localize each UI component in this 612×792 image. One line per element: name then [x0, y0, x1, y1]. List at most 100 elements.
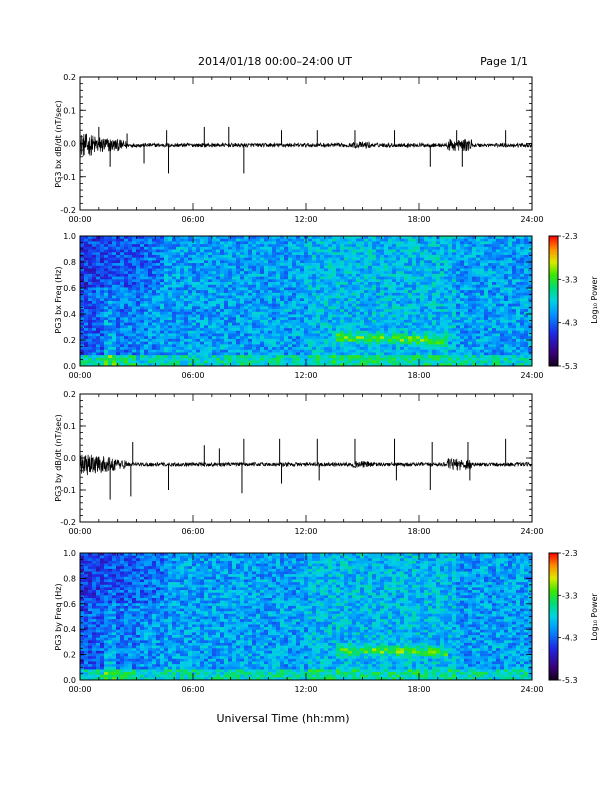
spectrogram-cell	[436, 325, 441, 329]
spectrogram-cell	[344, 257, 349, 261]
spectrogram-cell	[84, 352, 89, 356]
spectrogram-cell	[220, 246, 225, 250]
spectrogram-cell	[356, 355, 361, 359]
spectrogram-cell	[412, 282, 417, 286]
spectrogram-cell	[456, 317, 461, 321]
spectrogram-cell	[160, 319, 165, 323]
spectrogram-cell	[120, 271, 125, 275]
spectrogram-cell	[464, 360, 469, 364]
spectrogram-cell	[88, 246, 93, 250]
spectrogram-cell	[164, 344, 169, 348]
spectrogram-cell	[284, 347, 289, 351]
spectrogram-cell	[444, 257, 449, 261]
spectrogram-cell	[112, 295, 117, 299]
spectrogram-cell	[240, 287, 245, 291]
spectrogram-cell	[408, 284, 413, 288]
spectrogram-cell	[388, 276, 393, 280]
spectrogram-cell	[324, 287, 329, 291]
spectrogram-cell	[232, 352, 237, 356]
spectrogram-cell	[420, 314, 425, 318]
spectrogram-cell	[212, 325, 217, 329]
spectrogram-cell	[440, 338, 445, 342]
spectrogram-cell	[168, 317, 173, 321]
spectrogram-cell	[120, 290, 125, 294]
spectrogram-cell	[308, 355, 313, 359]
spectrogram-cell	[476, 290, 481, 294]
spectrogram-cell	[176, 282, 181, 286]
spectrogram-cell	[84, 276, 89, 280]
spectrogram-cell	[164, 252, 169, 256]
spectrogram-cell	[252, 349, 257, 353]
spectrogram-cell	[412, 301, 417, 305]
spectrogram-cell	[176, 287, 181, 291]
spectrogram-cell	[292, 314, 297, 318]
spectrogram-cell	[456, 355, 461, 359]
spectrogram-cell	[476, 301, 481, 305]
spectrogram-cell	[124, 263, 129, 267]
spectrogram-cell	[272, 241, 277, 245]
spectrogram-cell	[160, 317, 165, 321]
spectrogram-cell	[140, 236, 145, 240]
spectrogram-cell	[304, 254, 309, 258]
spectrogram-cell	[360, 344, 365, 348]
spectrogram-cell	[240, 363, 245, 367]
spectrogram-cell	[212, 347, 217, 351]
spectrogram-cell	[104, 325, 109, 329]
spectrogram-cell	[448, 254, 453, 258]
spectrogram-cell	[148, 246, 153, 250]
spectrogram-cell	[100, 236, 105, 240]
spectrogram-cell	[268, 295, 273, 299]
spectrogram-cell	[356, 349, 361, 353]
spectrogram-cell	[264, 273, 269, 277]
spectrogram-cell	[464, 292, 469, 296]
spectrogram-cell	[204, 290, 209, 294]
spectrogram-cell	[376, 352, 381, 356]
spectrogram-cell	[480, 271, 485, 275]
spectrogram-cell	[396, 341, 401, 345]
spectrogram-cell	[408, 325, 413, 329]
spectrogram-cell	[288, 322, 293, 326]
spectrogram-cell	[200, 344, 205, 348]
spectrogram-cell	[292, 290, 297, 294]
spectrogram-cell	[164, 352, 169, 356]
spectrogram-cell	[280, 341, 285, 345]
spectrogram-cell	[292, 236, 297, 240]
spectrogram-cell	[308, 325, 313, 329]
spectrogram-cell	[240, 303, 245, 307]
spectrogram-cell	[340, 284, 345, 288]
spectrogram-cell	[268, 301, 273, 305]
spectrogram-cell	[308, 347, 313, 351]
spectrogram-cell	[416, 249, 421, 253]
spectrogram-cell	[172, 336, 177, 340]
spectrogram-cell	[220, 276, 225, 280]
spectrogram-cell	[80, 298, 85, 302]
spectrogram-cell	[396, 263, 401, 267]
spectrogram-cell	[384, 252, 389, 256]
ytick-label: 0.2	[63, 73, 76, 82]
spectrogram-cell	[344, 347, 349, 351]
spectrogram-cell	[116, 363, 121, 367]
spectrogram-cell	[388, 295, 393, 299]
spectrogram-cell	[160, 292, 165, 296]
spectrogram-cell	[476, 295, 481, 299]
spectrogram-cell	[256, 341, 261, 345]
spectrogram-cell	[100, 357, 105, 361]
spectrogram-cell	[80, 363, 85, 367]
spectrogram-cell	[264, 330, 269, 334]
spectrogram-cell	[432, 238, 437, 242]
spectrogram-cell	[188, 341, 193, 345]
spectrogram-cell	[312, 257, 317, 261]
spectrogram-cell	[348, 341, 353, 345]
spectrogram-cell	[324, 355, 329, 359]
spectrogram-cell	[220, 254, 225, 258]
spectrogram-cell	[112, 268, 117, 272]
spectrogram-cell	[444, 236, 449, 240]
spectrogram-cell	[188, 287, 193, 291]
spectrogram-cell	[244, 363, 249, 367]
spectrogram-cell	[188, 328, 193, 332]
spectrogram-cell	[448, 314, 453, 318]
spectrogram-cell	[100, 279, 105, 283]
spectrogram-cell	[356, 273, 361, 277]
spectrogram-cell	[448, 352, 453, 356]
spectrogram-cell	[404, 360, 409, 364]
